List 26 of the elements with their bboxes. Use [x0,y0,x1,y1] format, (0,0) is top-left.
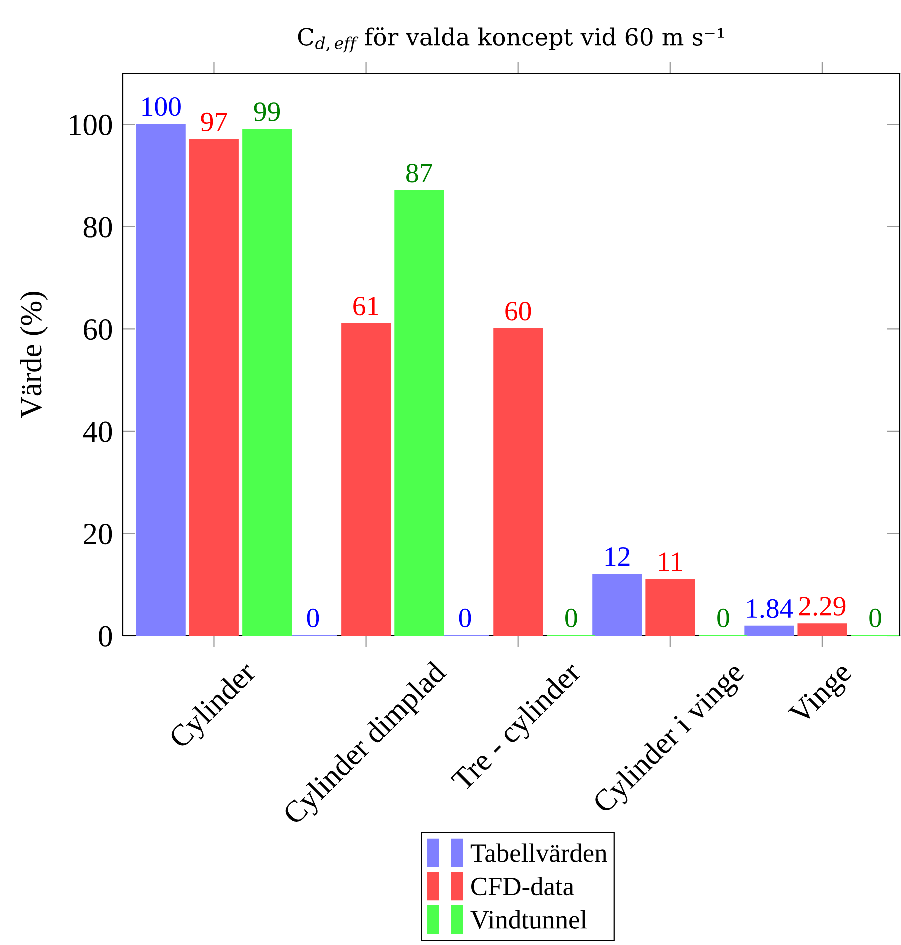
data-label: 60 [506,302,532,321]
data-label: 0 [870,608,882,628]
y-tick-label: 20 [84,524,112,545]
legend-label: CFD-data [472,877,574,896]
data-label: 99 [254,102,280,122]
data-label: 61 [354,296,379,316]
data-label: 2.29 [799,597,846,616]
y-tick-label: 60 [84,319,112,340]
data-label: 12 [606,548,630,566]
y-tick-label: 0 [99,626,112,647]
data-label: 97 [201,112,228,132]
data-label: 0 [307,608,320,628]
legend-label: Tabellvärden [470,844,608,862]
data-label: 100 [142,97,181,116]
data-label: 0 [459,608,472,628]
y-axis-title: Värde (%) [20,292,48,418]
data-label: 0 [718,608,730,628]
data-label: 11 [659,552,682,572]
y-tick-label: 100 [70,114,112,136]
data-label: 0 [566,608,578,628]
data-label: 1.84 [748,599,794,618]
y-tick-label: 80 [84,217,112,238]
y-tick-label: 40 [83,422,112,442]
chart-title: C$_{d,eff}$ för valda koncept vid 60 m s⁻¹ [298,28,724,53]
legend-label: Vindtunnel [470,910,588,930]
data-label: 87 [406,164,432,183]
